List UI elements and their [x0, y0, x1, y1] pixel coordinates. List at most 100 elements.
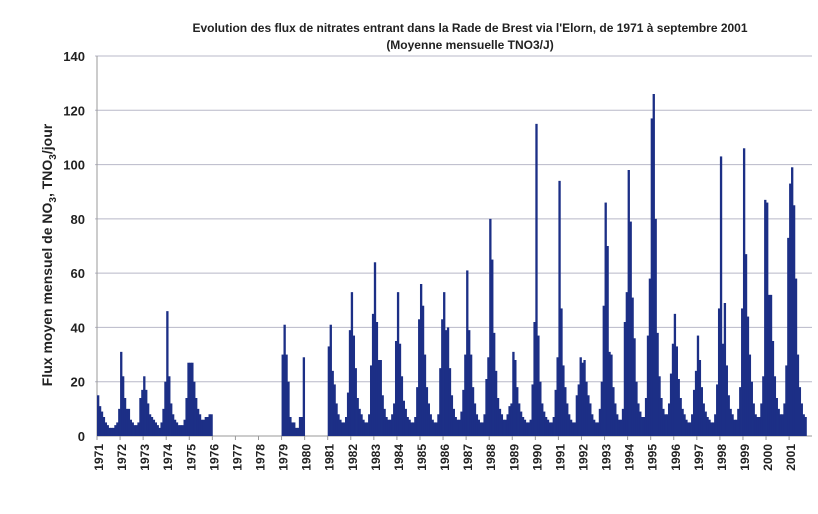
- x-tick-label: 1993: [600, 444, 614, 471]
- bar: [604, 202, 607, 436]
- bar: [646, 335, 650, 436]
- bar: [427, 403, 430, 436]
- x-tick-label: 1992: [576, 444, 590, 471]
- y-axis-ticks: 0 20 40 60 80 100 120 140: [63, 49, 85, 444]
- bar: [398, 343, 402, 436]
- x-tick-label: 1974: [161, 444, 175, 471]
- x-tick-label: 1972: [115, 444, 129, 471]
- bar: [462, 389, 465, 436]
- bar: [195, 398, 198, 436]
- bar: [566, 403, 569, 436]
- bar: [579, 357, 582, 436]
- bar: [281, 354, 284, 436]
- bar: [671, 343, 675, 436]
- x-tick-label: 1973: [138, 444, 152, 471]
- bar: [571, 422, 575, 436]
- bar: [689, 422, 692, 436]
- bar: [598, 408, 602, 436]
- ylabel-part: /jour: [39, 123, 55, 154]
- bar: [339, 419, 342, 436]
- bar: [198, 414, 202, 436]
- bar: [700, 387, 703, 436]
- bar: [785, 365, 788, 436]
- bar: [435, 422, 438, 436]
- x-tick-label: 1994: [623, 444, 637, 471]
- bar: [800, 403, 803, 436]
- bar: [116, 422, 119, 436]
- bar: [452, 408, 455, 436]
- bar: [735, 419, 738, 436]
- bar: [621, 408, 625, 436]
- bar: [633, 338, 636, 436]
- bar: [550, 422, 554, 436]
- bar: [608, 351, 611, 436]
- bar: [377, 360, 381, 436]
- bar: [350, 292, 354, 436]
- bar: [171, 414, 175, 436]
- bar: [429, 414, 432, 436]
- bar: [764, 199, 767, 436]
- bar: [358, 408, 361, 436]
- bar: [533, 322, 536, 436]
- bar: [537, 335, 540, 436]
- bar: [775, 398, 778, 436]
- bar: [516, 387, 519, 436]
- bar: [498, 408, 502, 436]
- bar: [789, 183, 792, 436]
- bar: [704, 411, 707, 436]
- bar: [554, 389, 557, 436]
- bar: [448, 368, 452, 436]
- bar: [762, 376, 765, 436]
- bar: [614, 403, 617, 436]
- bar: [591, 414, 594, 436]
- gridlines: [95, 55, 812, 437]
- x-tick-label: 1982: [346, 444, 360, 471]
- bar: [639, 411, 642, 436]
- bar: [477, 419, 480, 436]
- bar: [208, 414, 211, 436]
- bar: [408, 419, 411, 436]
- bar: [343, 422, 346, 436]
- bar: [706, 417, 709, 436]
- bar: [100, 411, 104, 436]
- bar: [600, 381, 604, 436]
- y-tick-label: 120: [63, 103, 85, 118]
- bar: [656, 332, 659, 436]
- bar: [446, 327, 450, 436]
- bar: [296, 427, 300, 436]
- bar: [496, 398, 500, 436]
- bar: [287, 381, 290, 436]
- bar: [285, 354, 288, 436]
- bar: [569, 419, 573, 436]
- bar: [714, 414, 717, 436]
- x-tick-label: 1999: [738, 444, 752, 471]
- bar: [544, 417, 548, 436]
- bar: [133, 425, 136, 436]
- x-tick-label: 1976: [207, 444, 221, 471]
- bar: [681, 408, 684, 436]
- bar: [479, 422, 482, 436]
- bar: [139, 398, 142, 436]
- bar: [602, 305, 605, 436]
- bar: [300, 417, 304, 436]
- bar: [469, 354, 473, 436]
- bar: [742, 148, 746, 437]
- bar: [794, 278, 798, 436]
- bar: [677, 379, 680, 436]
- bar: [295, 427, 298, 436]
- x-tick-label: 1979: [277, 444, 291, 471]
- bar: [617, 419, 621, 436]
- bar: [200, 419, 204, 436]
- bar: [712, 422, 715, 436]
- bar: [129, 419, 133, 436]
- x-tick-label: 1997: [692, 444, 706, 471]
- bar: [425, 387, 429, 436]
- x-tick-label: 1971: [92, 444, 106, 471]
- bar: [369, 365, 373, 436]
- y-tick-label: 40: [71, 320, 85, 335]
- bar: [375, 322, 379, 436]
- bar: [560, 308, 563, 436]
- y-axis-label: Flux moyen mensuel de NO3, TNO3/jour: [39, 123, 59, 386]
- bar: [766, 202, 769, 436]
- bar: [629, 221, 632, 436]
